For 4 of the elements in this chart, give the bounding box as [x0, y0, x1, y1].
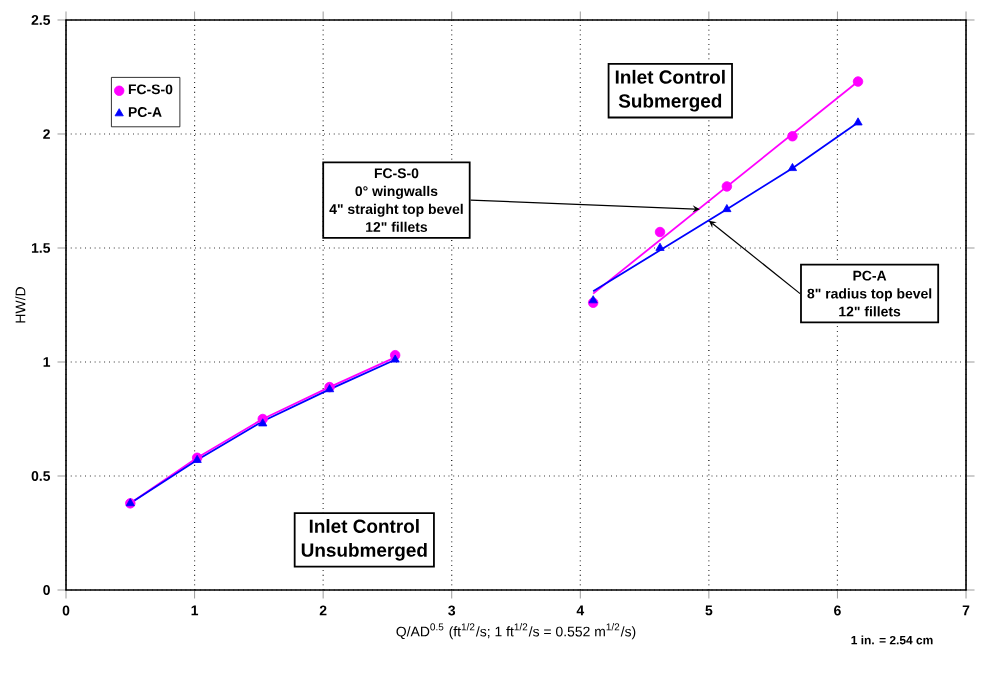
annotation: Inlet Control — [309, 519, 419, 533]
annotation: Inlet Control — [615, 69, 725, 84]
annotation: Submerged — [618, 93, 722, 112]
annotation: Unsubmerged — [301, 542, 427, 561]
